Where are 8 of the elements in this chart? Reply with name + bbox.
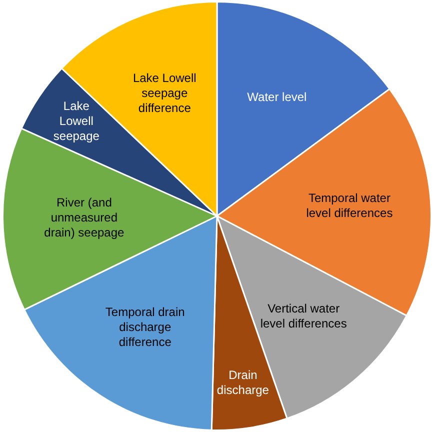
slice-label: Lake Lowell seepage difference	[132, 71, 196, 116]
slice-label: Water level	[247, 90, 307, 104]
slice-label: Temporal drain discharge difference	[105, 305, 185, 350]
slice-label: Drain discharge	[216, 368, 270, 398]
slice-label: River (and unmeasured drain) seepage	[44, 195, 125, 240]
slice-label: Temporal water level differences	[306, 190, 393, 220]
slice-label: Lake Lowell seepage	[53, 99, 100, 144]
slice-label: Vertical water level differences	[260, 302, 347, 331]
